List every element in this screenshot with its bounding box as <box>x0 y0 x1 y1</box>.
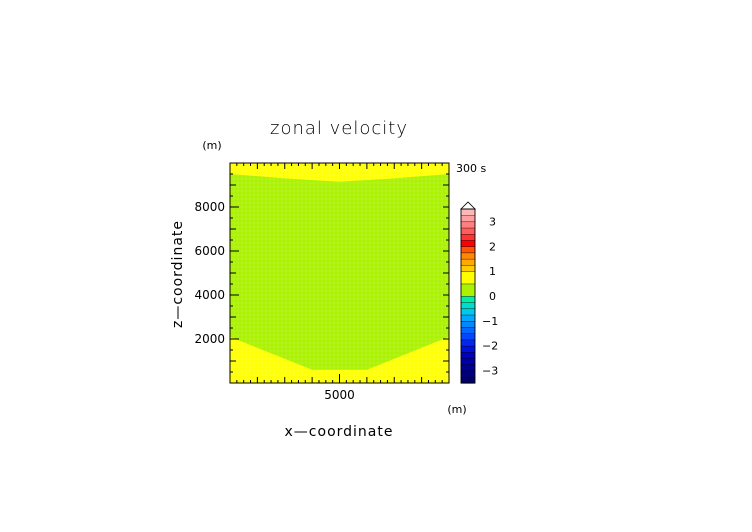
colorbar: −3 −2 −1 0 1 2 3 <box>460 201 498 384</box>
colorbar-tick-label: −3 <box>482 365 498 378</box>
colorbar-swatch <box>460 357 476 365</box>
colorbar-swatch <box>460 364 476 372</box>
x-axis-label: x—coordinate <box>285 424 394 440</box>
colorbar-swatch <box>460 252 476 260</box>
colorbar-swatch <box>460 351 476 359</box>
colorbar-tick-label: 3 <box>489 215 496 228</box>
y-tick-label: 6000 <box>194 244 225 258</box>
y-tick-label: 4000 <box>194 288 225 302</box>
colorbar-tick-label: 0 <box>489 290 496 303</box>
y-axis-label: z—coordinate <box>170 220 186 328</box>
grid-lines <box>230 163 449 383</box>
colorbar-tick-label: −1 <box>482 315 498 328</box>
colorbar-swatch <box>460 270 476 285</box>
colorbar-swatch <box>460 246 476 254</box>
colorbar-swatch <box>460 370 476 378</box>
colorbar-swatch <box>460 339 476 347</box>
colorbar-swatch <box>460 333 476 341</box>
time-label: 300 s <box>456 162 486 175</box>
minor-ticks <box>229 162 450 384</box>
colorbar-swatch <box>460 239 476 247</box>
colorbar-swatch <box>460 208 476 216</box>
colorbar-swatch <box>460 302 476 310</box>
x-axis: 5000 <box>324 374 355 402</box>
colorbar-tick-label: −2 <box>482 340 498 353</box>
colorbar-swatch <box>460 295 476 303</box>
zero-velocity-region <box>230 174 449 370</box>
colorbar-swatch <box>460 376 476 384</box>
colorbar-swatch <box>460 314 476 322</box>
colorbar-tick-label: 2 <box>489 240 496 253</box>
colorbar-swatch <box>460 264 476 272</box>
plot-area <box>229 162 450 384</box>
colorbar-swatch <box>460 233 476 241</box>
colorbar-tick-label: 1 <box>489 265 496 278</box>
colorbar-swatch <box>460 320 476 328</box>
y-tick-label: 8000 <box>194 200 225 214</box>
colorbar-swatch <box>460 258 476 266</box>
colorbar-swatch <box>460 345 476 353</box>
colorbar-extend-triangle <box>460 201 476 210</box>
colorbar-swatch <box>460 221 476 229</box>
y-axis: 2000 4000 6000 8000 <box>194 200 239 346</box>
colorbar-swatch <box>460 215 476 223</box>
colorbar-swatch <box>460 326 476 334</box>
colorbar-swatch <box>460 308 476 316</box>
x-tick-label: 5000 <box>324 388 355 402</box>
colorbar-frame <box>460 208 476 384</box>
y-unit-label: (m) <box>202 139 221 152</box>
colorbar-swatch <box>460 227 476 235</box>
x-unit-label: (m) <box>447 403 466 416</box>
chart-title: zonal velocity <box>270 118 408 139</box>
y-tick-label: 2000 <box>194 332 225 346</box>
colorbar-swatch <box>460 283 476 297</box>
